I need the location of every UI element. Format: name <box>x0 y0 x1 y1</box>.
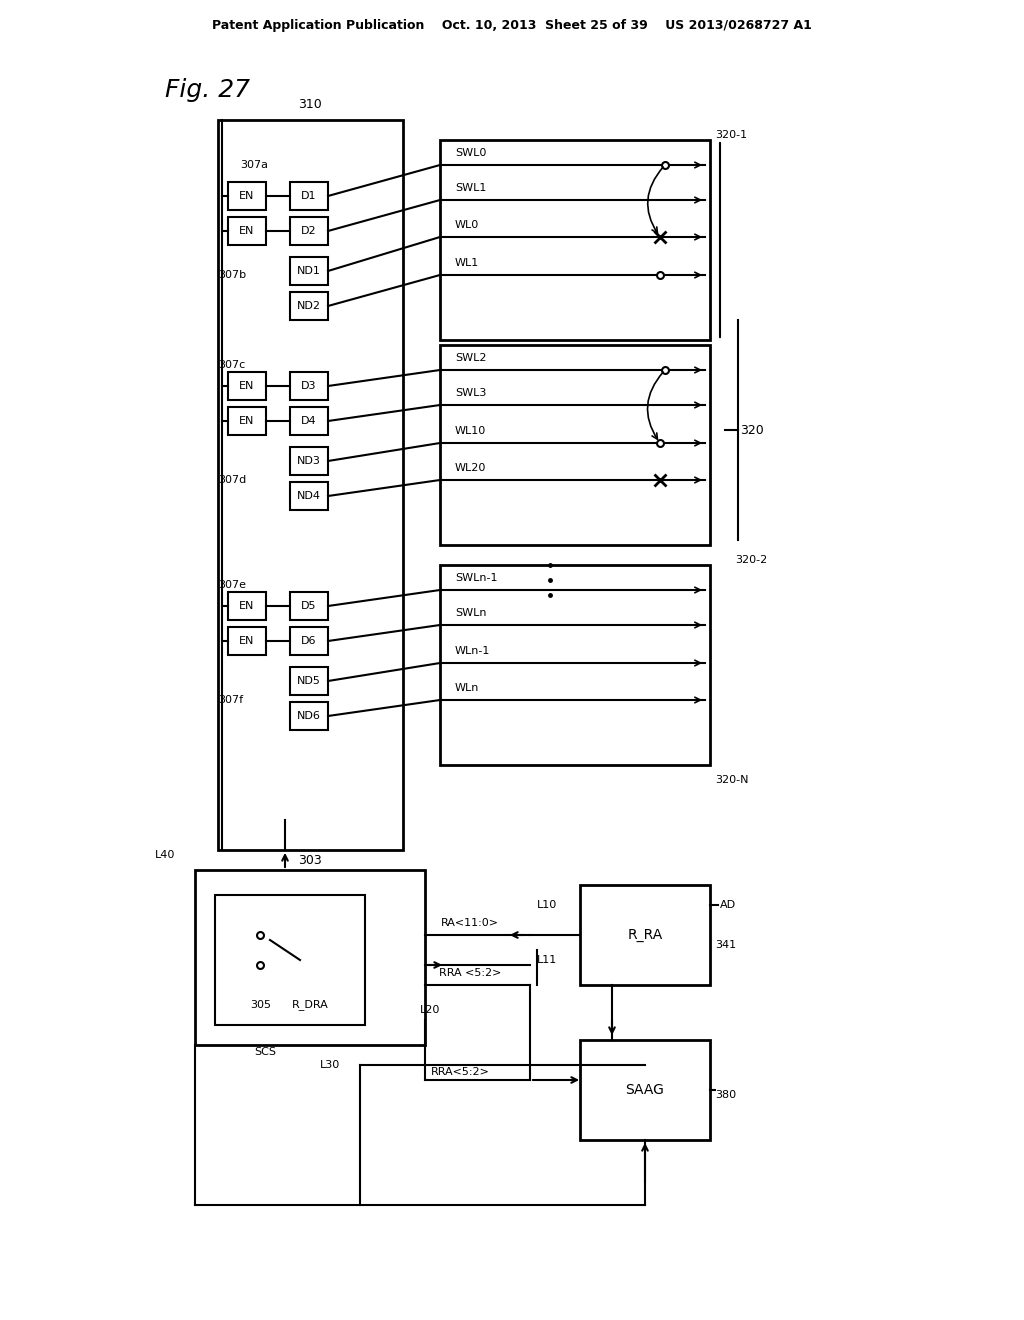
Text: R_RA: R_RA <box>628 928 663 942</box>
Text: RA<11:0>: RA<11:0> <box>441 917 499 928</box>
Bar <box>290 447 328 475</box>
Text: R_DRA: R_DRA <box>292 999 329 1010</box>
Text: 307d: 307d <box>218 475 246 484</box>
Text: ND2: ND2 <box>297 301 321 312</box>
Text: D1: D1 <box>301 191 316 201</box>
Bar <box>290 482 328 510</box>
Text: D3: D3 <box>301 381 316 391</box>
Text: 380: 380 <box>715 1090 736 1100</box>
Text: WL0: WL0 <box>455 220 479 230</box>
Text: D5: D5 <box>301 601 316 611</box>
Text: SWLn: SWLn <box>455 609 486 618</box>
Text: D2: D2 <box>301 226 316 236</box>
Text: L30: L30 <box>319 1060 340 1071</box>
Bar <box>290 372 328 400</box>
Text: L20: L20 <box>420 1005 440 1015</box>
Text: 307c: 307c <box>218 360 246 370</box>
Text: ND6: ND6 <box>297 711 321 721</box>
Bar <box>228 591 266 620</box>
Text: WL10: WL10 <box>455 426 486 436</box>
Bar <box>228 216 266 246</box>
Text: SWL3: SWL3 <box>455 388 486 399</box>
Text: SCS: SCS <box>254 1047 276 1057</box>
Text: D4: D4 <box>301 416 316 426</box>
Text: Fig. 27: Fig. 27 <box>165 78 250 102</box>
Text: 320-2: 320-2 <box>735 554 767 565</box>
Text: WL1: WL1 <box>455 257 479 268</box>
Text: 307b: 307b <box>218 271 246 280</box>
Text: EN: EN <box>240 636 255 645</box>
Text: D6: D6 <box>301 636 316 645</box>
Bar <box>440 565 710 766</box>
Text: EN: EN <box>240 191 255 201</box>
Text: ND1: ND1 <box>297 267 321 276</box>
Text: WLn: WLn <box>455 682 479 693</box>
Text: 320: 320 <box>740 424 764 437</box>
Text: ND4: ND4 <box>297 491 321 502</box>
Bar <box>440 140 710 341</box>
Text: SWL1: SWL1 <box>455 183 486 193</box>
Bar <box>290 216 328 246</box>
Bar <box>440 345 710 545</box>
Text: ND3: ND3 <box>297 455 321 466</box>
Text: L40: L40 <box>155 850 175 861</box>
Text: ND5: ND5 <box>297 676 321 686</box>
Bar <box>228 372 266 400</box>
Text: 320-N: 320-N <box>715 775 749 785</box>
Text: RRA<5:2>: RRA<5:2> <box>430 1067 489 1077</box>
Bar <box>290 257 328 285</box>
Bar <box>215 895 365 1026</box>
Bar <box>290 627 328 655</box>
Text: SWL2: SWL2 <box>455 352 486 363</box>
Text: EN: EN <box>240 601 255 611</box>
Text: 303: 303 <box>298 854 322 866</box>
Bar <box>580 1040 710 1140</box>
Text: L11: L11 <box>537 954 557 965</box>
Text: 320-1: 320-1 <box>715 129 748 140</box>
Text: WLn-1: WLn-1 <box>455 645 490 656</box>
Text: 307f: 307f <box>218 696 243 705</box>
Text: SAAG: SAAG <box>626 1082 665 1097</box>
Text: EN: EN <box>240 226 255 236</box>
Bar <box>290 292 328 319</box>
Text: 307e: 307e <box>218 579 246 590</box>
Text: Patent Application Publication    Oct. 10, 2013  Sheet 25 of 39    US 2013/02687: Patent Application Publication Oct. 10, … <box>212 18 812 32</box>
Text: AD: AD <box>720 900 736 909</box>
Bar <box>218 120 403 850</box>
Bar <box>290 702 328 730</box>
Text: L10: L10 <box>537 900 557 909</box>
Text: RRA <5:2>: RRA <5:2> <box>439 968 501 978</box>
Bar <box>228 407 266 436</box>
Bar <box>195 870 425 1045</box>
Text: SWLn-1: SWLn-1 <box>455 573 498 583</box>
Text: 310: 310 <box>298 99 322 111</box>
Text: SWL0: SWL0 <box>455 148 486 158</box>
Bar <box>290 182 328 210</box>
Bar <box>290 407 328 436</box>
Text: 341: 341 <box>715 940 736 950</box>
Text: EN: EN <box>240 381 255 391</box>
Bar <box>228 182 266 210</box>
Text: WL20: WL20 <box>455 463 486 473</box>
Bar <box>290 667 328 696</box>
Text: 305: 305 <box>250 1001 271 1010</box>
Bar <box>228 627 266 655</box>
Bar <box>290 591 328 620</box>
Text: 307a: 307a <box>240 160 268 170</box>
Text: EN: EN <box>240 416 255 426</box>
Bar <box>580 884 710 985</box>
